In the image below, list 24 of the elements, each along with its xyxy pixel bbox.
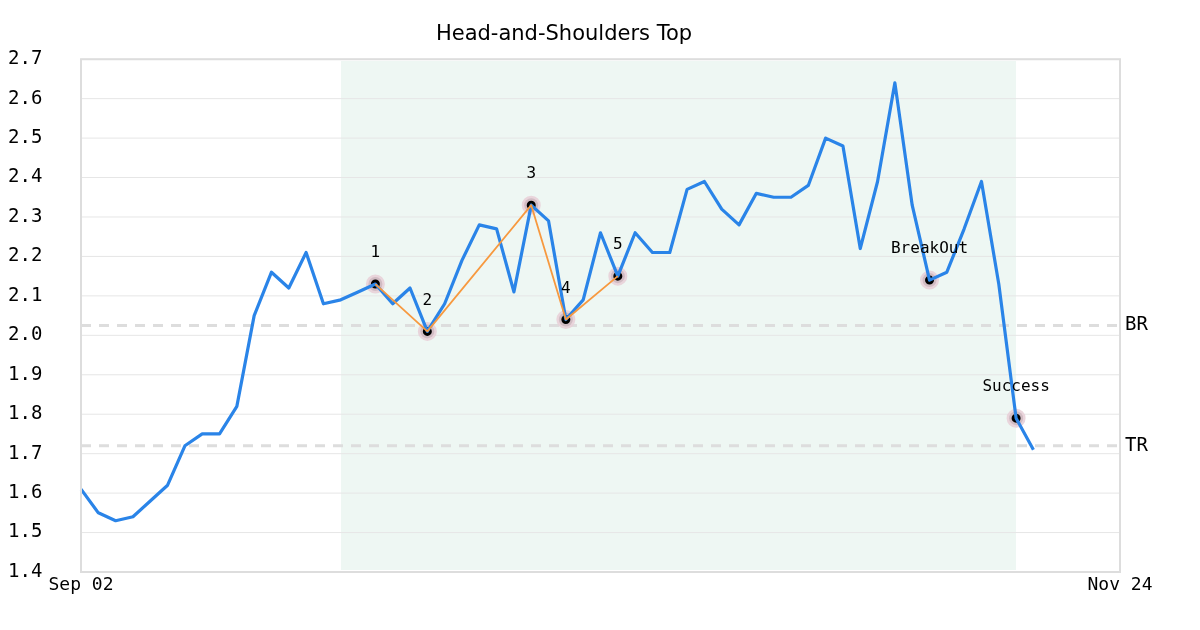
series-label: 3 (526, 163, 537, 183)
y-tick-label: 1.8 (8, 401, 43, 424)
y-tick-label: 1.4 (8, 558, 43, 581)
ref-line-label: TR (1125, 432, 1149, 455)
y-tick-label: 2.5 (8, 125, 43, 148)
y-tick-label: 2.0 (8, 322, 43, 345)
series-label: 1 (370, 242, 381, 262)
y-tick-label: 1.5 (8, 519, 43, 542)
y-tick-label: 2.3 (8, 203, 43, 226)
x-tick-label: Sep 02 (48, 573, 114, 595)
y-tick-label: 2.7 (8, 46, 43, 69)
y-tick-label: 2.1 (8, 282, 43, 305)
y-tick-label: 1.9 (8, 361, 43, 384)
chart-title: Head-and-Shoulders Top (435, 21, 693, 46)
y-tick-label: 1.6 (8, 480, 43, 503)
x-tick-label: Nov 24 (1087, 573, 1153, 595)
series-label: 2 (422, 289, 433, 309)
y-tick-label: 1.7 (8, 440, 43, 463)
y-tick-label: 2.4 (8, 164, 43, 187)
series-label: 4 (561, 277, 571, 297)
series-label: 5 (613, 234, 623, 254)
ref-line-label: BR (1125, 312, 1149, 335)
y-tick-label: 2.6 (8, 85, 43, 108)
y-tick-label: 2.2 (8, 243, 43, 266)
